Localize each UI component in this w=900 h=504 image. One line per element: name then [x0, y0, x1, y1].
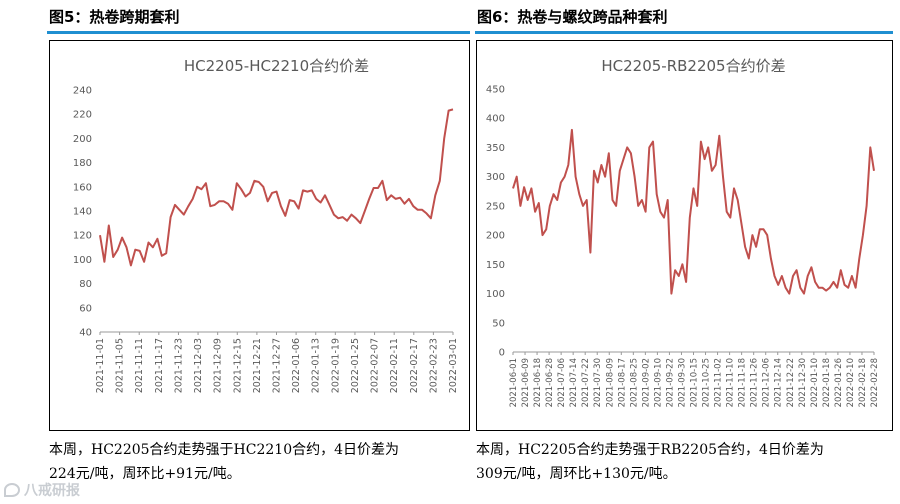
y-tick-label: 60 [79, 303, 92, 314]
y-tick-label: 350 [486, 143, 505, 154]
x-tick-label: 2021-07-22 [581, 358, 591, 407]
y-tick-label: 160 [73, 182, 92, 193]
x-tick-label: 2021-11-18 [738, 358, 748, 407]
chart-title: HC2205-RB2205合约价差 [601, 57, 785, 75]
x-tick-label: 2021-12-14 [774, 358, 784, 407]
x-tick-label: 2021-06-28 [545, 358, 555, 407]
x-tick-label: 2021-09-10 [653, 358, 663, 407]
x-tick-label: 2022-01-13 [311, 338, 322, 393]
x-tick-label: 2022-01-25 [350, 338, 361, 393]
x-tick-label: 2021-11-10 [726, 358, 736, 407]
x-tick-label: 2022-02-17 [409, 338, 420, 393]
x-tick-label: 2021-12-22 [786, 358, 796, 407]
x-tick-label: 2021-12-21 [252, 338, 263, 393]
x-tick-label: 2021-11-02 [714, 358, 724, 407]
y-tick-label: 300 [486, 172, 505, 183]
x-tick-label: 2021-11-05 [115, 338, 126, 393]
x-tick-label: 2022-02-28 [870, 358, 880, 407]
x-tick-label: 2022-01-10 [810, 358, 820, 407]
x-tick-label: 2021-12-15 [232, 338, 243, 393]
x-tick-label: 2021-07-06 [557, 358, 567, 407]
x-tick-label: 2021-08-09 [605, 358, 615, 407]
x-tick-label: 2022-01-26 [834, 358, 844, 407]
x-tick-label: 2021-09-02 [641, 358, 651, 407]
x-tick-label: 2021-09-30 [677, 358, 687, 407]
figure-6-caption: 本周，HC2205合约走势强于RB2205合约，4日价差为 309元/吨，周环比… [476, 438, 824, 486]
y-tick-label: 40 [79, 328, 92, 339]
y-tick-label: 140 [73, 207, 92, 218]
x-tick-label: 2022-01-19 [330, 338, 341, 393]
x-tick-label: 2021-12-03 [193, 338, 204, 393]
y-tick-label: 240 [73, 86, 92, 97]
figure-6-title: 图6：热卷与螺纹跨品种套利 [477, 8, 668, 26]
y-tick-label: 200 [73, 134, 92, 145]
figure-6-header: 图6：热卷与螺纹跨品种套利 [472, 0, 900, 28]
x-tick-label: 2022-02-07 [370, 338, 381, 393]
chart-panel-hc-rb-spread: HC2205-RB2205合约价差 0 50 100 150 200 250 300 350 40… [476, 40, 893, 431]
y-tick-label: 0 [499, 348, 505, 359]
x-tick-label: 2022-02-18 [858, 358, 868, 407]
y-tick-label: 400 [486, 114, 505, 125]
x-tick-label: 2021-11-01 [95, 338, 106, 393]
x-tick-label: 2021-10-15 [690, 358, 700, 407]
x-tick-label: 2021-11-11 [134, 338, 145, 393]
x-tick-label: 2021-11-23 [173, 338, 184, 393]
y-tick-label: 80 [79, 279, 92, 290]
y-tick-label: 450 [486, 85, 505, 96]
watermark-logo-icon [4, 483, 20, 497]
x-tick-label: 2022-03-01 [448, 338, 459, 393]
y-tick-label: 200 [486, 231, 505, 242]
x-tick-label: 2021-12-27 [272, 338, 283, 393]
chart-hc2205-rb2205: HC2205-RB2205合约价差 0 50 100 150 200 250 300 350 40… [486, 57, 880, 407]
x-tick-label: 2021-09-22 [665, 358, 675, 407]
x-tick-label: 2022-02-10 [846, 358, 856, 407]
figure-5-caption-line-1: 本周，HC2205合约走势强于HC2210合约，4日价差为 [49, 442, 400, 458]
y-tick-label: 150 [486, 260, 505, 271]
figure-5-header: 图5：热卷跨期套利 [0, 0, 470, 28]
watermark: 八戒研报 [4, 480, 80, 500]
x-tick-label: 2021-12-30 [798, 358, 808, 407]
x-tick-label: 2021-08-17 [617, 358, 627, 407]
x-tick-label: 2021-12-09 [213, 338, 224, 393]
series-line-hc-hc-0 [99, 108, 454, 267]
y-tick-label: 220 [73, 110, 92, 121]
x-tick-label: 2021-06-01 [509, 358, 519, 407]
watermark-text: 八戒研报 [24, 483, 80, 499]
x-tick-label: 2022-02-23 [428, 338, 439, 393]
x-tick-label: 2022-02-11 [389, 338, 400, 393]
y-tick-label: 180 [73, 158, 92, 169]
figure-5-caption-line-2: 224元/吨，周环比+91元/吨。 [49, 466, 241, 482]
y-tick-label: 100 [486, 289, 505, 300]
y-tick-label: 120 [73, 231, 92, 242]
chart-title: HC2205-HC2210合约价差 [184, 57, 369, 75]
figure-5-caption: 本周，HC2205合约走势强于HC2210合约，4日价差为 224元/吨，周环比… [49, 438, 399, 486]
x-tick-label: 2021-12-06 [762, 358, 772, 407]
y-tick-label: 50 [492, 318, 505, 329]
figure-6-caption-line-2: 309元/吨，周环比+130元/吨。 [476, 466, 677, 482]
y-tick-label: 100 [73, 255, 92, 266]
x-tick-label: 2021-08-25 [629, 358, 639, 407]
figure-6-caption-line-1: 本周，HC2205合约走势强于RB2205合约，4日价差为 [476, 442, 824, 458]
x-tick-label: 2021-06-18 [533, 358, 543, 407]
x-tick-label: 2021-11-17 [154, 338, 165, 393]
chart-hc2205-hc2210: HC2205-HC2210合约价差 40 60 80 100 120 140 160 180 20… [73, 57, 459, 393]
series-line-hc-rb-0 [512, 128, 875, 295]
x-tick-label: 2022-01-18 [822, 358, 832, 407]
x-tick-label: 2021-07-14 [569, 358, 579, 407]
x-tick-label: 2021-07-30 [593, 358, 603, 407]
figure-6-rule [475, 31, 893, 34]
chart-panel-hc-spread: HC2205-HC2210合约价差 40 60 80 100 120 140 160 180 20… [49, 40, 470, 431]
figure-5-title: 图5：热卷跨期套利 [49, 8, 180, 26]
x-tick-label: 2021-06-09 [521, 358, 531, 407]
x-tick-label: 2022-01-06 [291, 338, 302, 393]
x-tick-label: 2021-11-26 [750, 358, 760, 407]
figure-5-rule [47, 31, 470, 34]
y-tick-label: 250 [486, 201, 505, 212]
x-tick-label: 2021-10-25 [702, 358, 712, 407]
